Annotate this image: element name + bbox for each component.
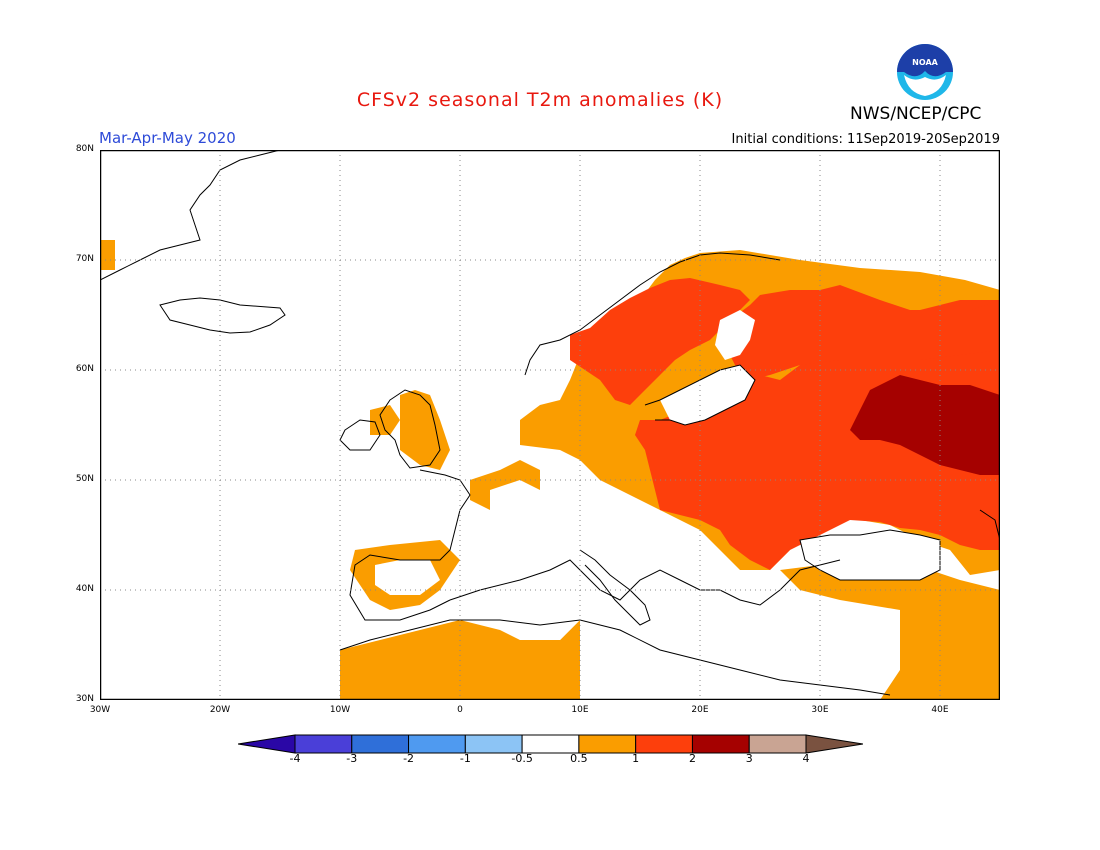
- gridlines: [100, 150, 1000, 700]
- latitude-label: 50N: [75, 474, 94, 484]
- baltic-sea: [660, 365, 755, 425]
- norway-coast: [524, 252, 781, 376]
- latitude-label: 40N: [75, 584, 94, 594]
- colorbar-swatch: [578, 734, 637, 754]
- anomaly-colorbar: [238, 734, 863, 754]
- uk-coast: [379, 389, 441, 469]
- baltic-coast: [644, 364, 756, 426]
- central-france-white: [490, 480, 550, 545]
- colorbar-swatch: [408, 734, 466, 754]
- coastlines: [100, 150, 1000, 696]
- longitude-label: 20W: [209, 705, 231, 715]
- black-sea: [800, 530, 940, 580]
- anomaly-region-c2-scandinavia: [570, 278, 750, 405]
- anomaly-region-c1-middle-east: [780, 560, 1000, 700]
- colorbar-low-arrow: [238, 734, 296, 754]
- colorbar-swatch: [521, 734, 580, 754]
- longitude-label: 10W: [329, 705, 351, 715]
- longitude-label: 30W: [89, 705, 111, 715]
- agency-label: NWS/NCEP/CPC: [850, 104, 982, 124]
- colorbar-label: 1: [632, 752, 640, 765]
- colorbar-label: -1: [459, 752, 471, 765]
- colorbar-swatch: [691, 734, 750, 754]
- longitude-label: 20E: [691, 705, 709, 715]
- colorbar-label: 3: [745, 752, 753, 765]
- north-africa-coast: [339, 619, 891, 696]
- longitude-label: 40E: [931, 705, 949, 715]
- latitude-label: 80N: [75, 144, 94, 154]
- longitude-label: 30E: [811, 705, 829, 715]
- colorbar-swatch: [748, 734, 807, 754]
- gulf-of-bothnia: [715, 310, 755, 360]
- iceland-coast: [159, 297, 286, 334]
- anomaly-map: [100, 150, 1000, 700]
- season-label: Mar-Apr-May 2020: [99, 129, 236, 147]
- colorbar-swatch: [351, 734, 410, 754]
- latitude-label: 60N: [75, 364, 94, 374]
- colorbar-label: 2: [688, 752, 696, 765]
- colorbar-label: 0.5: [570, 752, 588, 765]
- greenland-coast: [100, 150, 281, 281]
- colorbar-label: 4: [802, 752, 810, 765]
- colorbar-swatch: [294, 734, 353, 754]
- caspian-edge: [979, 509, 1000, 541]
- longitude-label: 0: [457, 705, 463, 715]
- map-border: [100, 150, 1000, 700]
- iberia-center-white: [375, 560, 440, 595]
- map-title: CFSv2 seasonal T2m anomalies (K): [356, 89, 724, 111]
- initial-conditions-label: Initial conditions: 11Sep2019-20Sep2019: [731, 132, 1000, 147]
- colorbar-label: -3: [346, 752, 358, 765]
- alps-white: [550, 495, 595, 530]
- logo-text: NOAA: [912, 58, 938, 67]
- anomaly-region-c1-uk: [400, 390, 450, 470]
- anomaly-category-2-layer: [570, 278, 1000, 570]
- latitude-label: 70N: [75, 254, 94, 264]
- white-water-features: [375, 310, 940, 700]
- colorbar-label: -0.5: [511, 752, 533, 765]
- anomaly-category-3-layer: [850, 375, 1000, 475]
- colorbar-swatch: [635, 734, 693, 754]
- colorbar-label: -2: [403, 752, 415, 765]
- noaa-logo: NOAA: [895, 42, 955, 102]
- anomaly-region-c3-western-russia: [850, 375, 1000, 475]
- latitude-label: 30N: [75, 694, 94, 704]
- europe-west-coast: [349, 469, 471, 621]
- colorbar-high-arrow: [805, 734, 863, 754]
- italy-coast: [579, 549, 651, 626]
- ireland-coast: [339, 419, 381, 451]
- anomaly-region-c2-east-europe: [635, 300, 1000, 570]
- anomaly-region-c2-russia-north: [725, 285, 1000, 380]
- longitude-label: 10E: [571, 705, 589, 715]
- mediterranean: [450, 590, 880, 700]
- colorbar-swatch: [464, 734, 523, 754]
- colorbar-label: -4: [289, 752, 301, 765]
- anomaly-region-c1-greenland-edge: [100, 240, 115, 270]
